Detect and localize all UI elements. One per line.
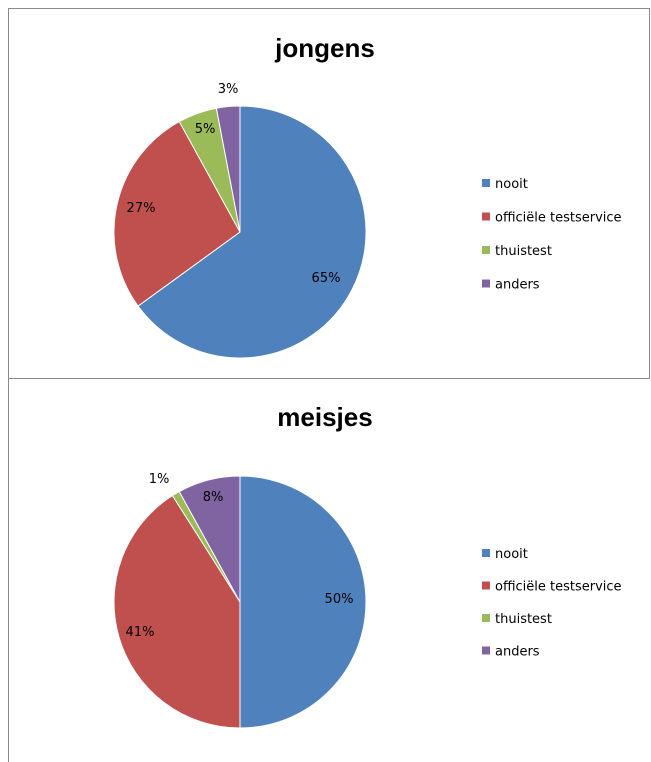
legend-label: nooit bbox=[495, 177, 528, 192]
legend-label: officiële testservice bbox=[495, 211, 622, 226]
legend-label: thuistest bbox=[495, 612, 552, 627]
data-label: 41% bbox=[126, 625, 155, 640]
pie-slice-anders bbox=[215, 105, 241, 233]
data-label: 27% bbox=[127, 201, 156, 216]
legend-label: officiële testservice bbox=[495, 580, 622, 595]
data-label: 3% bbox=[218, 82, 239, 97]
pie-slice-officiële-testservice bbox=[113, 120, 241, 307]
legend-swatch bbox=[482, 646, 490, 655]
legend-swatch bbox=[482, 212, 490, 221]
legend-swatch bbox=[482, 581, 490, 590]
data-label: 50% bbox=[325, 592, 354, 607]
legend-swatch bbox=[482, 279, 490, 288]
pie-chart-1: meisjes 50% 41% 1% 8% nooit officiële testserv… bbox=[113, 402, 622, 729]
pie-chart-0: jongens 65% 27% 5% 3% nooit officiële testserv… bbox=[113, 33, 622, 359]
pie-slice-nooit bbox=[137, 105, 367, 359]
legend-swatch bbox=[482, 614, 490, 622]
pie-slice-officiële-testservice bbox=[113, 494, 241, 729]
data-label: 65% bbox=[312, 271, 341, 286]
data-label: 1% bbox=[149, 472, 170, 487]
legend-label: thuistest bbox=[495, 244, 552, 259]
pie-slice-nooit bbox=[239, 475, 367, 729]
chart-title: jongens bbox=[274, 33, 375, 63]
pie-slice-anders bbox=[178, 475, 241, 603]
chart-title: meisjes bbox=[277, 402, 372, 432]
legend-swatch bbox=[482, 246, 490, 254]
legend-swatch bbox=[482, 549, 490, 557]
data-label: 5% bbox=[195, 122, 216, 137]
legend-label: anders bbox=[495, 278, 540, 293]
data-label: 8% bbox=[203, 490, 224, 505]
legend-label: nooit bbox=[495, 547, 528, 562]
legend-swatch bbox=[482, 179, 490, 187]
legend-label: anders bbox=[495, 645, 540, 660]
